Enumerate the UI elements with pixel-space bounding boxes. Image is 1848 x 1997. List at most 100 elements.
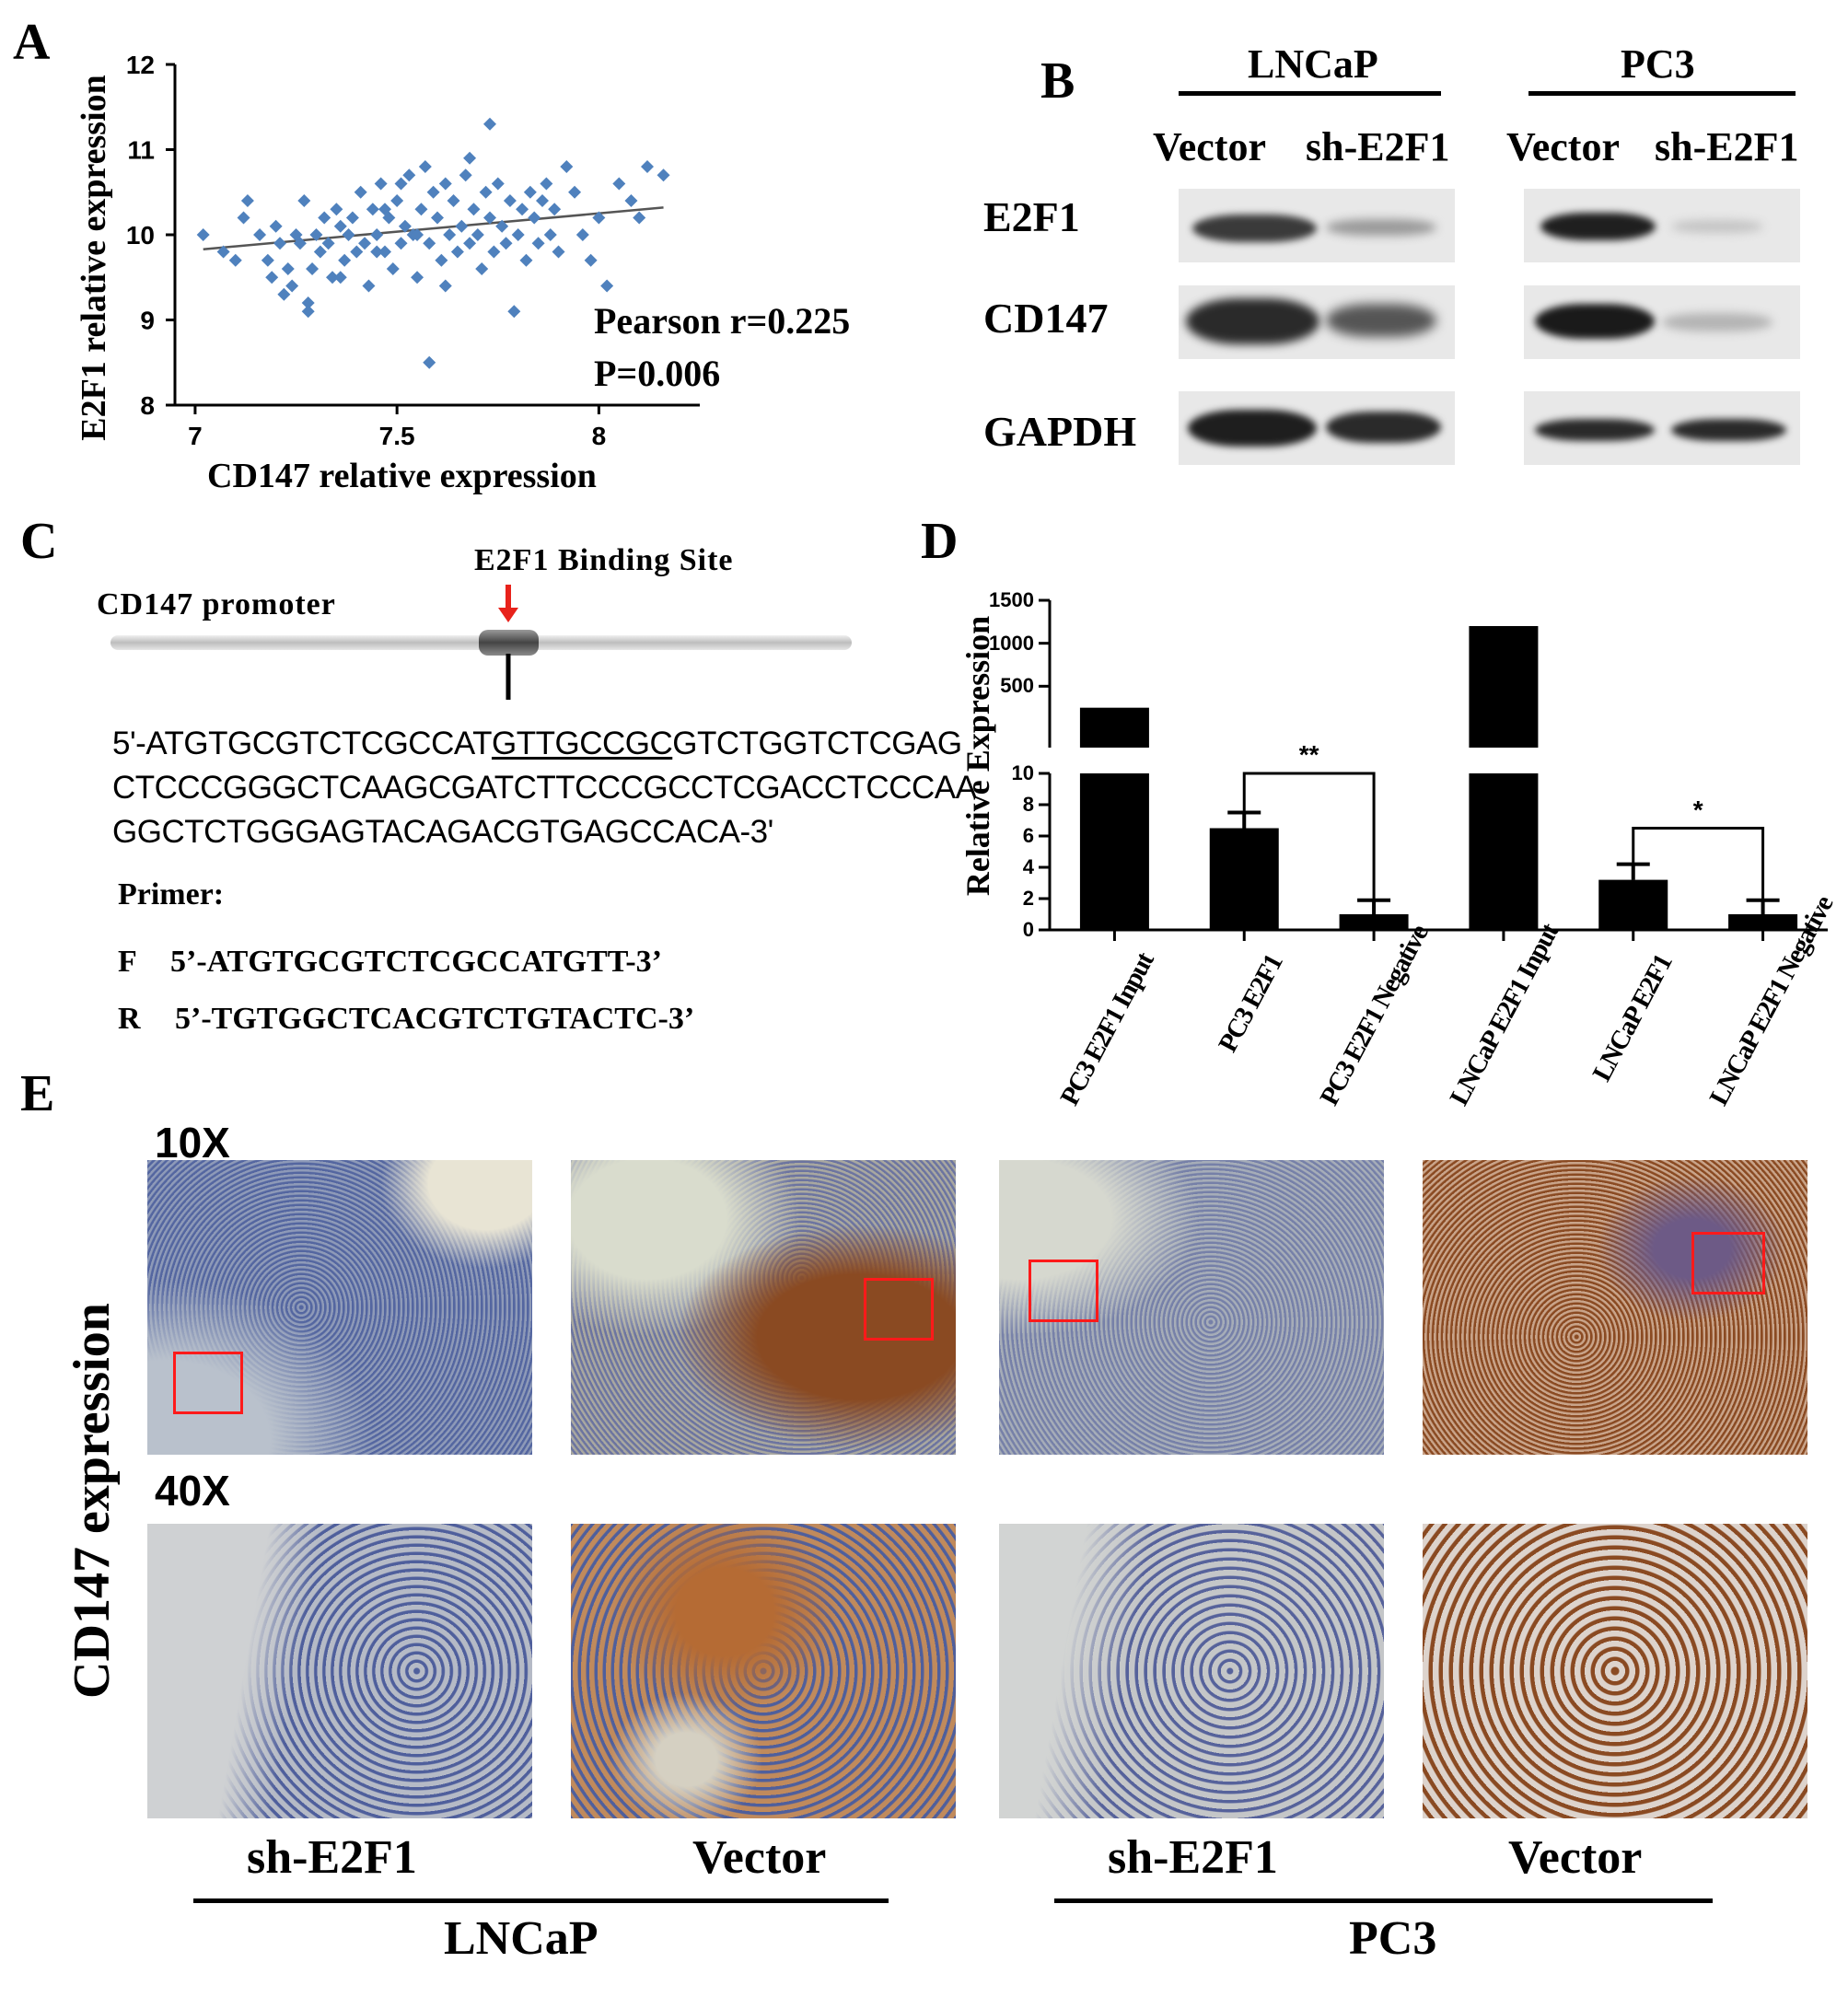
scatter-point	[386, 262, 400, 275]
scatter-point	[411, 228, 424, 241]
scatter-point	[216, 245, 230, 259]
scatter-plot: 8 9 10 11 12 7 7.5 8	[126, 51, 700, 450]
micrograph-40x-pc3-sh-e2f1	[999, 1524, 1384, 1818]
ihc-col-lncap-vector: Vector	[692, 1831, 827, 1884]
band	[1326, 219, 1436, 236]
scatter-point	[633, 211, 646, 225]
scatter-point	[560, 160, 574, 173]
ihc-group-lncap-line	[193, 1898, 889, 1903]
scatter-x-tick-label: 7.5	[379, 422, 415, 450]
micrograph-40x-lncap-sh-e2f1	[147, 1524, 532, 1818]
scatter-point	[423, 237, 436, 250]
primer-title: Primer:	[118, 877, 225, 911]
panel-letter-c: C	[20, 513, 58, 570]
blot-col-lncap-sh: sh-E2F1	[1306, 124, 1450, 169]
blot-lncap-gapdh	[1179, 391, 1455, 465]
scatter-point	[366, 203, 379, 216]
scatter-point	[499, 237, 513, 250]
scatter-point	[495, 219, 509, 233]
blot-group-lncap: LNCaP	[1248, 41, 1378, 87]
primer-f-tag: F	[118, 945, 137, 979]
bar-y-tick-label: 8	[1022, 793, 1034, 816]
bar-y-tick-label: 2	[1022, 887, 1034, 910]
seq-line-3: GGCTCTGGGAGTACAGACGTGAGCCACA-3'	[112, 814, 773, 850]
micrograph-10x-lncap-vector	[571, 1160, 956, 1455]
blot-pc3-e2f1	[1524, 189, 1800, 262]
panel-d-bar-chart: Relative Expression PC3 E2F1 Input PC3 E2…	[921, 516, 1848, 1123]
scatter-point	[459, 168, 472, 182]
band	[1326, 304, 1436, 337]
bar	[1469, 773, 1539, 930]
scatter-point	[543, 228, 557, 241]
scatter-point	[240, 194, 254, 207]
scatter-point	[491, 177, 505, 191]
scatter-point	[342, 228, 355, 241]
scatter-point	[306, 262, 320, 275]
bar	[1079, 773, 1149, 930]
blot-row-e2f1: E2F1	[983, 193, 1080, 240]
scatter-point	[431, 211, 444, 225]
roi-box	[1691, 1232, 1765, 1295]
panel-letter-e: E	[20, 1065, 55, 1122]
scatter-point	[402, 168, 416, 182]
bar-y-tick-label: 10	[1011, 761, 1034, 784]
scatter-point	[487, 245, 501, 259]
scatter-y-tick-label: 8	[140, 391, 155, 420]
blot-pc3-cd147	[1524, 285, 1800, 359]
scatter-stat-p: P=0.006	[594, 353, 721, 394]
micrograph-10x-pc3-vector	[1423, 1160, 1807, 1455]
scatter-point	[261, 253, 274, 267]
blot-col-pc3-vector: Vector	[1506, 124, 1620, 169]
scatter-point	[293, 237, 307, 250]
primer-r-seq: 5’-TGTGGCTCACGTCTGTACTC-3’	[175, 1002, 695, 1036]
scatter-point	[467, 203, 481, 216]
band	[1540, 213, 1656, 240]
scatter-point	[548, 203, 562, 216]
scatter-point	[483, 117, 496, 131]
scatter-point	[350, 245, 364, 259]
scatter-point	[531, 237, 545, 250]
scatter-y-tick-label: 11	[127, 136, 155, 165]
scatter-point	[333, 219, 347, 233]
scatter-point	[519, 253, 533, 267]
significance-bracket	[1242, 772, 1376, 900]
scatter-point	[657, 168, 670, 182]
scatter-point	[301, 296, 315, 309]
scatter-point	[374, 177, 388, 191]
bar	[1598, 879, 1668, 930]
scatter-point	[438, 177, 452, 191]
mag-10x-label: 10X	[155, 1119, 230, 1167]
scatter-point	[333, 271, 347, 284]
ihc-y-label: CD147 expression	[64, 1303, 121, 1699]
bar-y-tick-label: 1500	[989, 588, 1034, 611]
scatter-point	[358, 237, 372, 250]
blot-group-lncap-line	[1179, 91, 1441, 96]
blot-group-pc3-line	[1528, 91, 1796, 96]
scatter-point	[641, 160, 654, 173]
ihc-group-lncap: LNCaP	[444, 1912, 599, 1965]
scatter-point	[612, 177, 626, 191]
scatter-point	[297, 194, 311, 207]
scatter-x-tick-label: 8	[592, 422, 607, 450]
scatter-point	[507, 305, 521, 319]
binding-site-box	[479, 630, 539, 656]
scatter-stat-r: Pearson r=0.225	[594, 300, 851, 342]
roi-box	[1029, 1260, 1098, 1322]
blot-lncap-cd147	[1179, 285, 1455, 359]
panel-c-promoter: E2F1 Binding Site CD147 promoter 5'-ATGT…	[0, 516, 977, 1068]
scatter-point	[309, 228, 323, 241]
scatter-point	[523, 185, 537, 199]
scatter-x-label: CD147 relative expression	[207, 457, 597, 495]
scatter-point	[423, 355, 436, 369]
seq-binding-motif: GTTGCCGC	[491, 726, 673, 761]
scatter-point	[301, 305, 315, 319]
significance-bracket	[1632, 827, 1765, 900]
scatter-point	[624, 194, 638, 207]
bar-y-tick-label: 500	[1000, 674, 1034, 698]
scatter-point	[455, 219, 469, 233]
significance-label: **	[1298, 740, 1319, 769]
ihc-group-pc3-line	[1054, 1898, 1713, 1903]
bar	[1728, 914, 1798, 930]
blot-group-pc3: PC3	[1621, 41, 1695, 87]
band	[1326, 412, 1441, 443]
